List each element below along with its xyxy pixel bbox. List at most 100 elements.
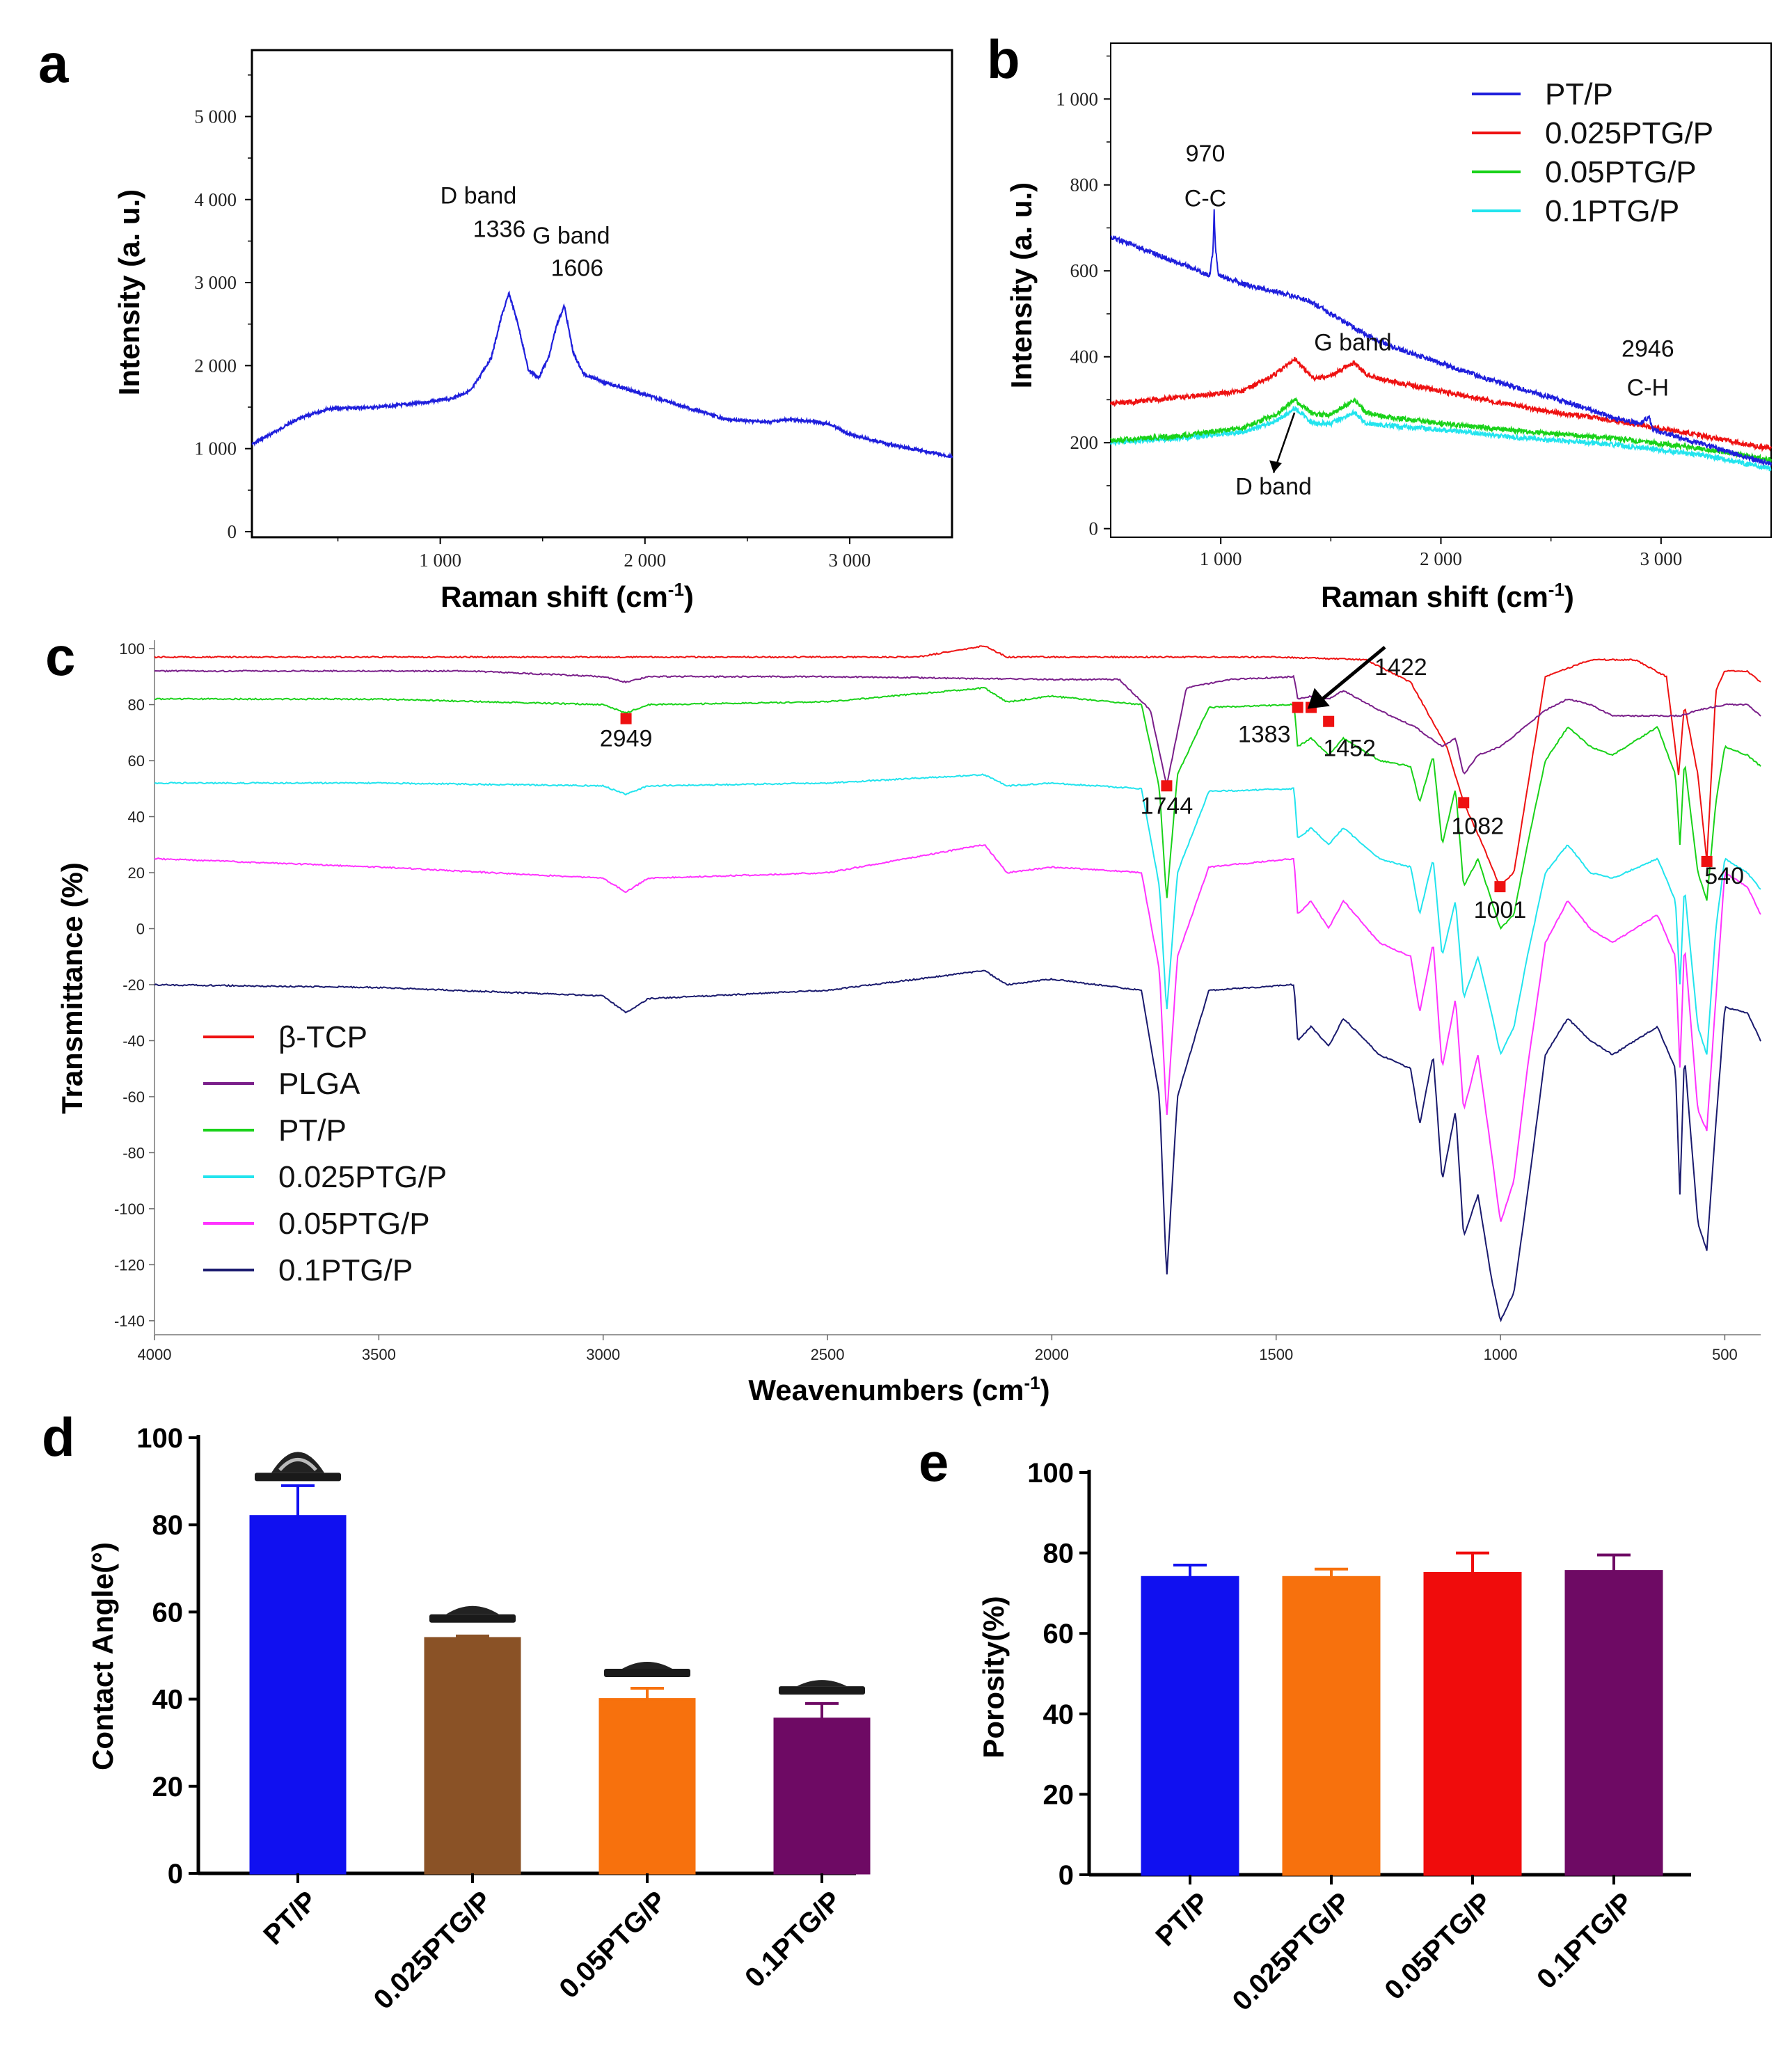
peak-marker — [1494, 881, 1506, 893]
category-label-e: 0.025PTG/P — [1227, 1887, 1357, 2017]
x-axis-title-c: Weavenumbers (cm-1) — [748, 1372, 1049, 1406]
bar-d — [424, 1637, 521, 1875]
y-tick-label-b: 1 000 — [1056, 88, 1098, 109]
series-line-0.05PTG/P — [154, 844, 1761, 1222]
series-line-PLGA — [154, 669, 1761, 787]
peak-label: 1383 — [1238, 722, 1291, 748]
y-tick-label-e: 80 — [1043, 1539, 1075, 1569]
y-tick-label-a: 4 000 — [194, 189, 237, 210]
x-tick-label-c: 3000 — [586, 1346, 620, 1363]
y-tick-label-e: 40 — [1043, 1699, 1075, 1730]
y-tick-label-d: 0 — [168, 1859, 183, 1889]
series-line-0.05PTG/P — [1110, 397, 1772, 464]
plot-frame-a — [251, 49, 953, 539]
panel-b-raman-scaffolds: 0 200 400 600 800 1 000 1 000 2 000 3 000 970 C-C G… — [1005, 42, 1772, 613]
panel-e-porosity: 0 20 40 60 80 100 PT/P 0.025PTG/P 0.05PTG/P 0.1PT… — [977, 1458, 1691, 2017]
droplet-substrate — [429, 1614, 516, 1623]
y-axis-title-c: Transmittance (%) — [56, 862, 88, 1114]
legend-label-b: PT/P — [1545, 77, 1613, 111]
legend-label-c: 0.025PTG/P — [278, 1160, 447, 1194]
arrow-head-d-band — [1269, 460, 1283, 473]
panel-letter-e: e — [919, 1431, 949, 1493]
x-tick-label-b: 1 000 — [1200, 548, 1242, 569]
y-tick-label-e: 20 — [1043, 1779, 1075, 1810]
x-tick-label-c: 2500 — [811, 1346, 845, 1363]
y-axis-title-d: Contact Angle(°) — [86, 1542, 119, 1770]
y-tick-label-a: 3 000 — [194, 272, 237, 293]
droplet-icon — [271, 1452, 324, 1473]
series-line-0.1PTG/P — [1110, 405, 1772, 472]
annotation-b: C-C — [1184, 186, 1226, 212]
panel-letter-b: b — [987, 29, 1020, 90]
y-tick-label-a: 5 000 — [194, 106, 237, 127]
peak-marker — [1701, 855, 1713, 867]
y-tick-label-c: 100 — [119, 640, 145, 658]
peak-marker — [1161, 780, 1173, 792]
droplet-icon — [446, 1605, 499, 1614]
y-tick-label-c: -120 — [114, 1256, 145, 1273]
y-tick-label-c: -140 — [114, 1312, 145, 1330]
y-tick-label-b: 0 — [1089, 518, 1099, 539]
annotation-a: 1606 — [550, 255, 603, 282]
y-tick-label-b: 800 — [1070, 175, 1099, 196]
legend-label-c: 0.05PTG/P — [278, 1207, 430, 1241]
series-line-β-TCP — [154, 645, 1761, 888]
x-axis-title-b: Raman shift (cm-1) — [1321, 579, 1574, 613]
y-tick-label-b: 600 — [1070, 260, 1099, 281]
y-tick-label-b: 200 — [1070, 432, 1099, 453]
bar-e — [1282, 1576, 1381, 1876]
category-label-d: 0.025PTG/P — [368, 1885, 498, 2015]
y-tick-label-c: -100 — [114, 1200, 145, 1218]
y-tick-label-c: -40 — [122, 1032, 145, 1049]
droplet-highlight — [278, 1458, 317, 1472]
y-tick-label-d: 100 — [136, 1423, 183, 1454]
peak-marker — [1323, 715, 1335, 727]
y-tick-label-e: 0 — [1058, 1860, 1074, 1891]
bar-e — [1564, 1570, 1663, 1876]
peak-marker — [1292, 701, 1303, 713]
y-tick-label-e: 100 — [1027, 1458, 1074, 1489]
bar-d — [249, 1515, 347, 1875]
y-axis-title-b: Intensity (a. u.) — [1005, 182, 1038, 388]
x-tick-label-c: 2000 — [1035, 1346, 1069, 1363]
x-tick-label-c: 1500 — [1259, 1346, 1293, 1363]
y-tick-label-e: 60 — [1043, 1619, 1075, 1649]
annotation-b: D band — [1235, 473, 1312, 500]
y-tick-label-d: 40 — [152, 1685, 184, 1715]
bar-d — [598, 1698, 696, 1875]
category-label-e: PT/P — [1150, 1887, 1215, 1952]
panel-d-contact-angle: 0 20 40 60 80 100 PT/P 0.025PTG/P 0.05PTG/P 0.1PT… — [86, 1423, 871, 2015]
y-tick-label-c: 20 — [128, 864, 145, 882]
y-tick-label-a: 1 000 — [194, 438, 237, 459]
bar-e — [1141, 1576, 1239, 1876]
category-label-d: 0.1PTG/P — [739, 1885, 847, 1993]
arrow-head-1422 — [1307, 688, 1330, 709]
annotation-a: G band — [532, 223, 610, 249]
peak-label: 1082 — [1451, 813, 1504, 839]
droplet-substrate — [604, 1669, 690, 1678]
droplet-substrate — [779, 1686, 865, 1695]
x-tick-label-a: 3 000 — [829, 550, 871, 571]
y-tick-label-c: 60 — [128, 752, 145, 770]
legend-label-b: 0.025PTG/P — [1545, 116, 1713, 150]
panel-letter-a: a — [38, 33, 69, 94]
x-tick-label-c: 500 — [1712, 1346, 1738, 1363]
peak-label: 1452 — [1323, 736, 1376, 762]
peak-label: 1001 — [1474, 897, 1527, 923]
legend-label-b: 0.05PTG/P — [1545, 155, 1697, 189]
y-tick-label-d: 20 — [152, 1772, 184, 1802]
legend-label-c: PLGA — [278, 1067, 360, 1101]
series-line-0.1PTG/P — [154, 969, 1761, 1323]
droplet-icon — [797, 1680, 847, 1687]
y-tick-label-c: 80 — [128, 697, 145, 714]
annotation-a: 1336 — [473, 216, 526, 242]
peak-label: 540 — [1704, 863, 1744, 889]
y-tick-label-c: 0 — [136, 920, 145, 937]
y-tick-label-a: 2 000 — [194, 355, 237, 376]
x-tick-label-b: 2 000 — [1420, 548, 1462, 569]
series-line-PT/P — [1110, 209, 1772, 468]
y-tick-label-c: -60 — [122, 1088, 145, 1106]
legend-label-c: 0.1PTG/P — [278, 1253, 413, 1287]
y-tick-label-d: 80 — [152, 1510, 184, 1541]
